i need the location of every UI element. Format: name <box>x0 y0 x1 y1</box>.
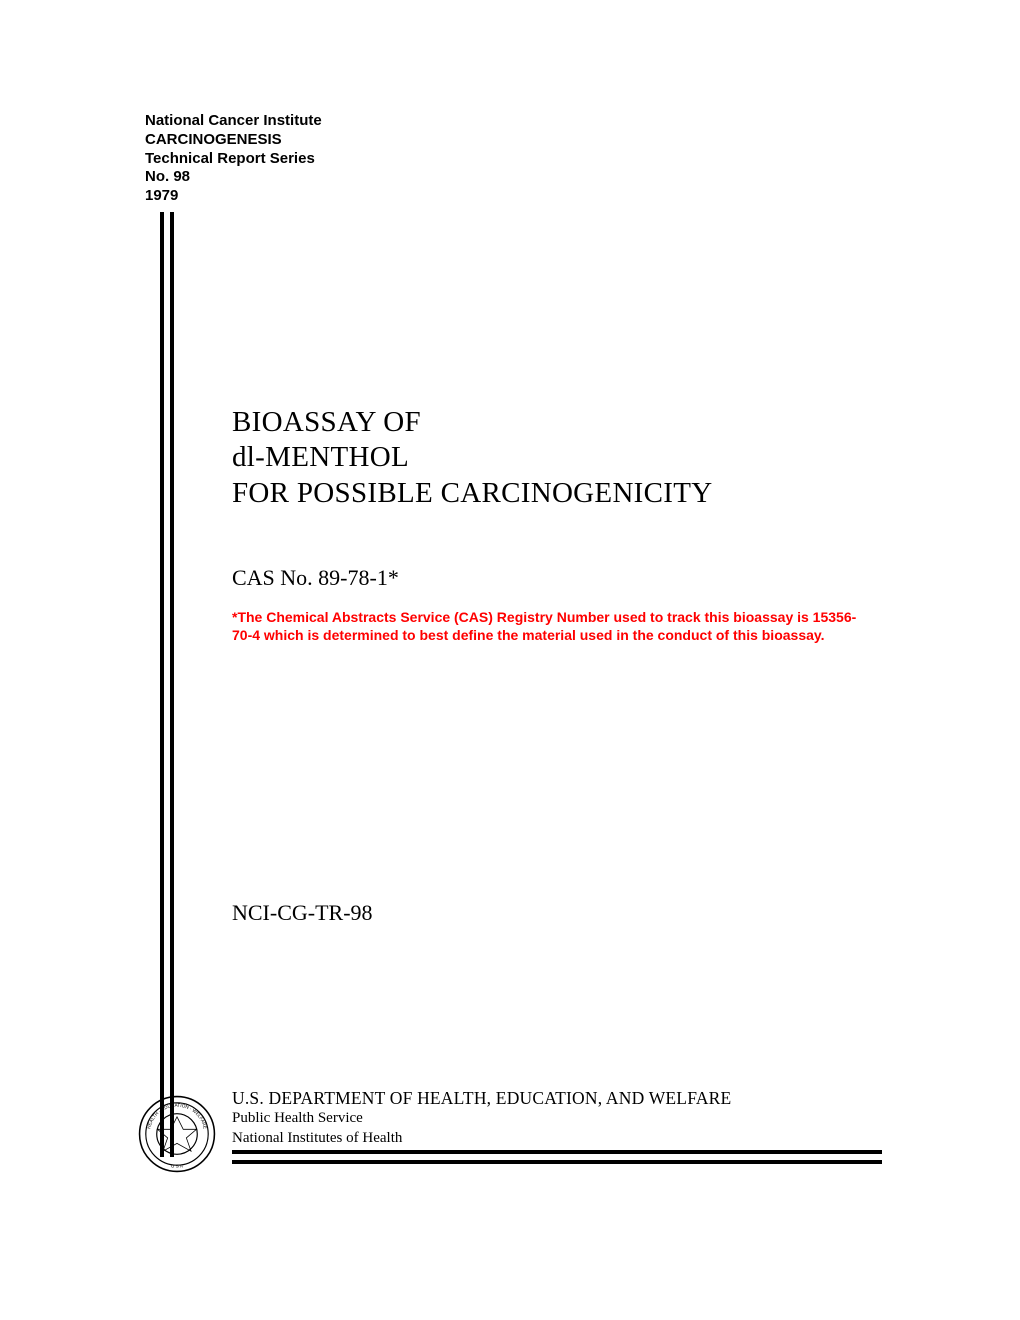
department-main: U.S. DEPARTMENT OF HEALTH, EDUCATION, AN… <box>232 1088 731 1109</box>
header-series: Technical Report Series <box>145 150 322 169</box>
page-root: National Cancer Institute CARCINOGENESIS… <box>0 0 1020 1320</box>
header-org: National Cancer Institute <box>145 112 322 131</box>
department-sub-2: National Institutes of Health <box>232 1129 731 1149</box>
cas-number: CAS No. 89-78-1* <box>232 565 399 591</box>
horizontal-double-rule <box>232 1150 882 1164</box>
cas-footnote: *The Chemical Abstracts Service (CAS) Re… <box>232 608 872 644</box>
header-year: 1979 <box>145 187 322 206</box>
title-line-2: dl-MENTHOL <box>232 440 713 475</box>
svg-text:U S A: U S A <box>171 1164 184 1169</box>
department-sub-1: Public Health Service <box>232 1109 731 1129</box>
department-block: U.S. DEPARTMENT OF HEALTH, EDUCATION, AN… <box>232 1088 731 1148</box>
title-line-3: FOR POSSIBLE CARCINOGENICITY <box>232 476 713 511</box>
header-program: CARCINOGENESIS <box>145 131 322 150</box>
title-line-1: BIOASSAY OF <box>232 405 713 440</box>
department-seal-icon: HEALTH · EDUCATION · WELFARE U S A <box>138 1095 216 1173</box>
title-block: BIOASSAY OF dl-MENTHOL FOR POSSIBLE CARC… <box>232 405 713 511</box>
vertical-double-rule <box>160 212 188 1157</box>
header-number: No. 98 <box>145 168 322 187</box>
header-block: National Cancer Institute CARCINOGENESIS… <box>145 112 322 206</box>
report-id: NCI-CG-TR-98 <box>232 900 373 926</box>
